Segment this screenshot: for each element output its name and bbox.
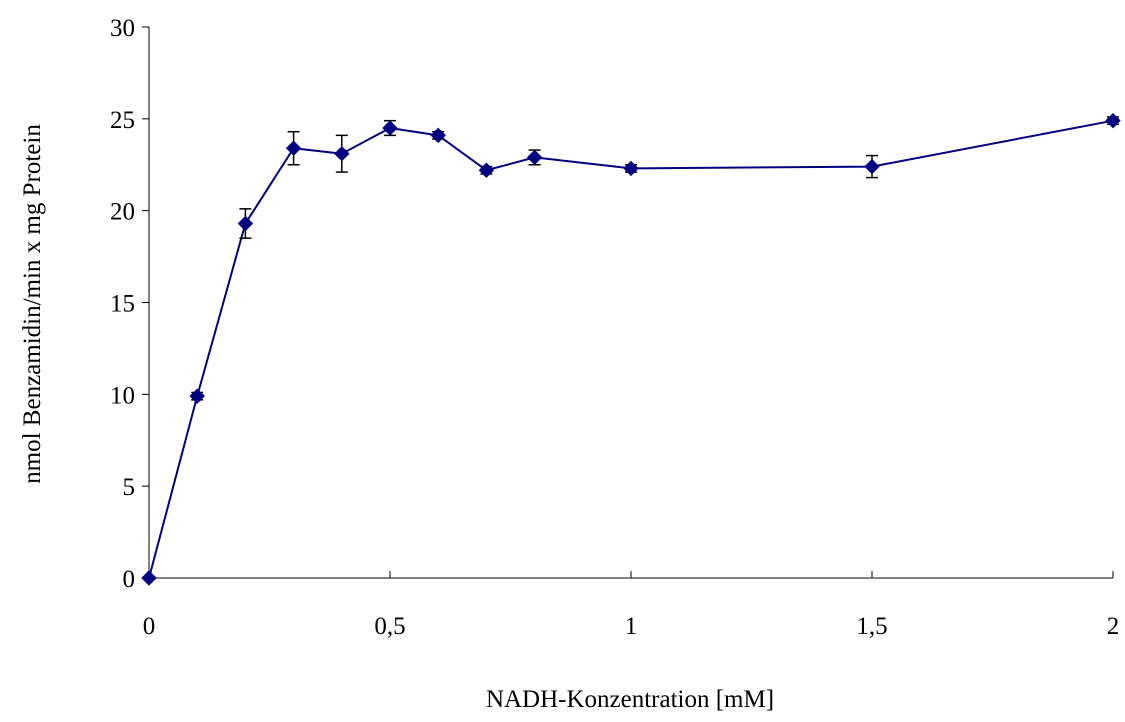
data-point	[382, 120, 398, 136]
y-tick-label: 10	[110, 382, 135, 409]
data-point	[141, 570, 157, 586]
series-line	[148, 119, 1114, 579]
x-tick-label: 1,5	[856, 613, 887, 640]
data-point	[526, 149, 543, 166]
data-point	[189, 388, 205, 404]
data-point	[1105, 112, 1121, 129]
x-tick-label: 1	[625, 613, 638, 640]
x-axis: 0 0,5 1 1,5 2	[143, 571, 1120, 640]
y-tick-label: 0	[123, 566, 136, 593]
data-point	[864, 158, 880, 175]
y-tick-label: 25	[110, 107, 135, 134]
y-tick-label: 30	[110, 15, 135, 42]
y-axis-title: nmol Benzamidin/min x mg Protein	[19, 124, 46, 484]
y-axis: 0 5 10 15 20 25 30	[110, 15, 150, 593]
data-point	[285, 140, 302, 156]
x-axis-title: NADH-Konzentration [mM]	[486, 686, 774, 713]
data-point	[237, 215, 254, 232]
data-point	[623, 160, 639, 177]
series	[141, 112, 1121, 586]
y-tick-label: 5	[123, 474, 136, 501]
x-tick-label: 0	[143, 613, 156, 640]
x-tick-label: 0,5	[374, 613, 405, 640]
y-tick-label: 20	[110, 199, 135, 226]
y-tick-label: 15	[110, 291, 135, 318]
data-point	[478, 162, 495, 178]
x-tick-label: 2	[1107, 613, 1120, 640]
data-point	[430, 127, 446, 144]
data-point	[334, 146, 350, 162]
